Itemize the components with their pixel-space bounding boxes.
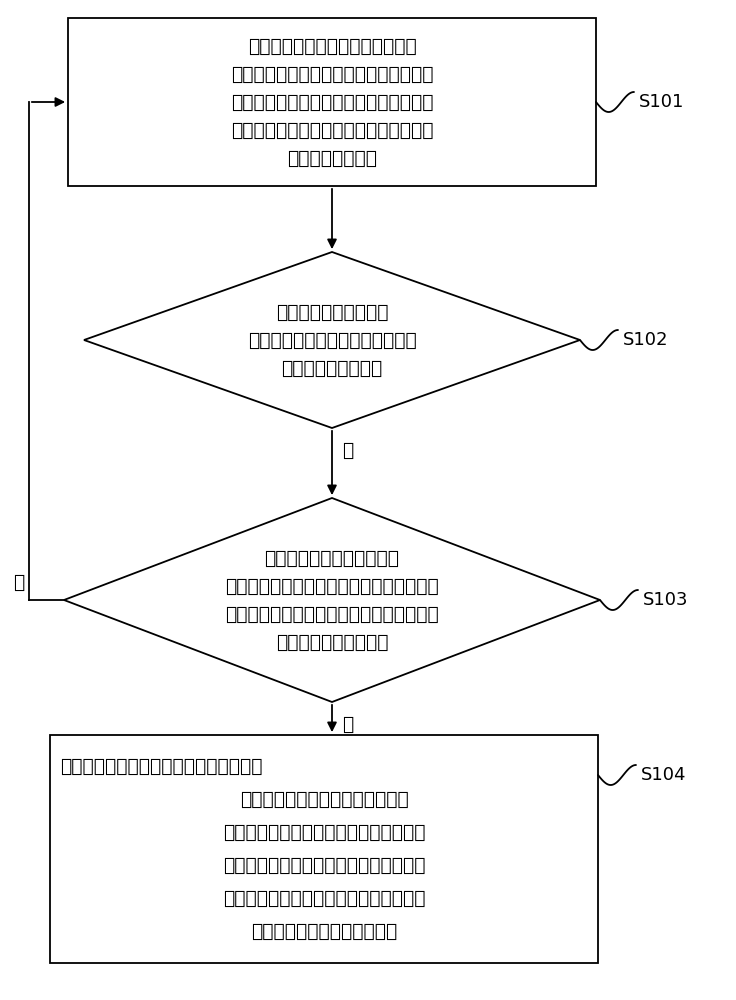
Text: 的目标测试项进行测试并判断目标: 的目标测试项进行测试并判断目标 — [247, 330, 417, 350]
Text: 是: 是 — [342, 714, 353, 734]
Text: S104: S104 — [641, 766, 687, 784]
Text: 项概率分布，从当前轮次的待测芯片未进: 项概率分布，从当前轮次的待测芯片未进 — [231, 93, 434, 111]
Polygon shape — [84, 252, 580, 428]
Bar — [50, 735, 598, 963]
Text: S101: S101 — [639, 93, 684, 111]
Bar — [68, 18, 596, 186]
Text: 在对指定批次的芯片进行当前轮次: 在对指定批次的芯片进行当前轮次 — [247, 36, 417, 55]
Text: 的下一轮次测试对应的测试项概率分布中，: 的下一轮次测试对应的测试项概率分布中， — [225, 576, 439, 595]
Text: 待测芯片的测试，直至最终轮次；: 待测芯片的测试，直至最终轮次； — [240, 790, 408, 809]
Text: 测试轮次是否测试完毕: 测试轮次是否测试完毕 — [276, 633, 389, 652]
Text: S103: S103 — [643, 591, 688, 609]
Text: 设概率分布，当前轮次测试的测试项概率: 设概率分布，当前轮次测试的测试项概率 — [223, 856, 425, 875]
Text: 其中，第一轮测试的测试项概率分布为预: 其中，第一轮测试的测试项概率分布为预 — [223, 823, 425, 842]
Text: 按照预设规则提升当前轮次: 按照预设规则提升当前轮次 — [264, 548, 400, 568]
Polygon shape — [64, 498, 600, 702]
Text: 试的测试项概率分布的最终值: 试的测试项概率分布的最终值 — [251, 922, 397, 941]
Text: 对当前轮次的待测芯片: 对当前轮次的待测芯片 — [276, 302, 389, 322]
Text: S102: S102 — [623, 331, 668, 349]
Text: 测试时，基于与当前测试轮次对应的测试: 测试时，基于与当前测试轮次对应的测试 — [231, 64, 434, 84]
Text: 若测试完毕，执行对当前轮次的下一轮次: 若测试完毕，执行对当前轮次的下一轮次 — [60, 757, 263, 776]
Text: 行测试的所有测试项中随机选取一个测试: 行测试的所有测试项中随机选取一个测试 — [231, 120, 434, 139]
Text: 项作为目标测试项: 项作为目标测试项 — [287, 148, 377, 167]
Text: 否: 否 — [13, 572, 24, 591]
Text: 否: 否 — [342, 440, 353, 460]
Text: 目标测试项被随机选中的概率，并判断当前: 目标测试项被随机选中的概率，并判断当前 — [225, 604, 439, 624]
Text: 分布的初始值等于当前轮次的上一轮次测: 分布的初始值等于当前轮次的上一轮次测 — [223, 889, 425, 908]
Text: 测试项是否测试合格: 测试项是否测试合格 — [281, 359, 383, 377]
